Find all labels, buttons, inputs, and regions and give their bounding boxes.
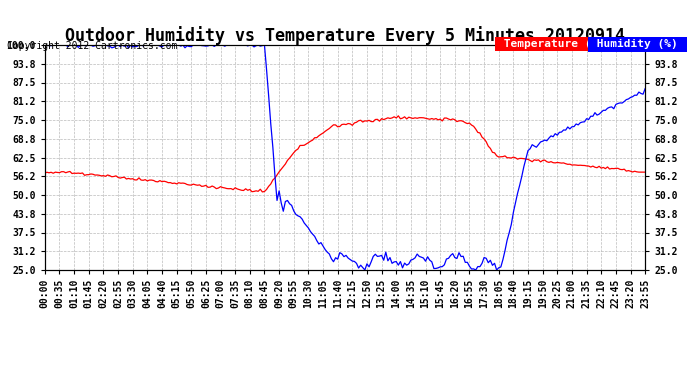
Text: Outdoor Humidity vs Temperature Every 5 Minutes 20120914: Outdoor Humidity vs Temperature Every 5 … xyxy=(65,26,625,45)
Text: Humidity (%): Humidity (%) xyxy=(590,39,684,50)
Text: Temperature (°F): Temperature (°F) xyxy=(497,39,618,50)
Text: Copyright 2012 Cartronics.com: Copyright 2012 Cartronics.com xyxy=(7,41,177,51)
